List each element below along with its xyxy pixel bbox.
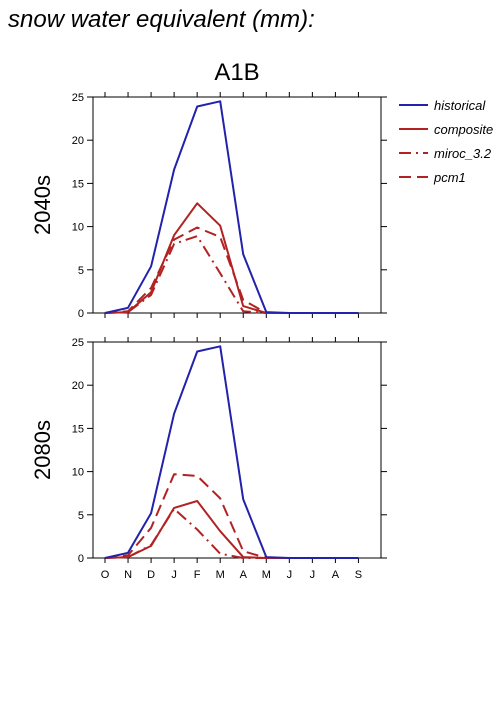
y-tick-label: 10 (72, 222, 84, 234)
y-tick-label: 20 (72, 135, 84, 147)
x-tick-label: F (194, 569, 201, 581)
x-tick-label: J (171, 569, 177, 581)
scenario-label: A1B (214, 59, 259, 86)
panel-2040s: 0 5 10 15 20 25 2040s (30, 92, 387, 320)
panel-2080s: 0 5 10 15 20 25 O N D J F M A M J J A S 2080s (30, 337, 387, 581)
legend-entry: pcm1 (399, 170, 466, 185)
y-tick-label: 5 (78, 510, 84, 522)
y-tick-label: 25 (72, 92, 84, 104)
x-tick-label: O (101, 569, 110, 581)
x-tick-label: M (262, 569, 271, 581)
series-line-composite (104, 500, 359, 559)
series-line-miroc-3-2 (104, 235, 359, 314)
y-tick-label: 0 (78, 308, 84, 320)
legend-label: miroc_3.2 (434, 146, 492, 161)
series-line-pcm1 (104, 473, 359, 559)
x-tick-label: A (240, 569, 248, 581)
series-line-historical (104, 100, 359, 314)
series-line-historical (104, 345, 359, 559)
legend-entry: miroc_3.2 (399, 146, 492, 161)
period-label: 2040s (30, 175, 55, 235)
y-tick-label: 5 (78, 265, 84, 277)
series-line-miroc-3-2 (104, 507, 359, 559)
period-label: 2080s (30, 420, 55, 480)
legend-entry: historical (399, 98, 486, 113)
y-tick-label: 15 (72, 178, 84, 190)
y-tick-label: 20 (72, 380, 84, 392)
x-tick-label: N (124, 569, 132, 581)
y-tick-label: 0 (78, 553, 84, 565)
y-tick-label: 25 (72, 337, 84, 349)
x-tick-label: M (216, 569, 225, 581)
x-tick-label: J (310, 569, 316, 581)
y-tick-label: 15 (72, 423, 84, 435)
legend-label: composite (434, 122, 493, 137)
x-tick-label: A (332, 569, 340, 581)
plot-frame (92, 96, 382, 314)
plot-frame (92, 341, 382, 559)
legend-label: pcm1 (433, 170, 466, 185)
legend-entry: composite (399, 122, 493, 137)
legend-label: historical (434, 98, 486, 113)
page-title: snow water equivalent (mm): (8, 6, 315, 33)
x-tick-label: J (287, 569, 293, 581)
x-tick-label: D (147, 569, 155, 581)
y-tick-label: 10 (72, 467, 84, 479)
x-tick-label: S (355, 569, 362, 581)
